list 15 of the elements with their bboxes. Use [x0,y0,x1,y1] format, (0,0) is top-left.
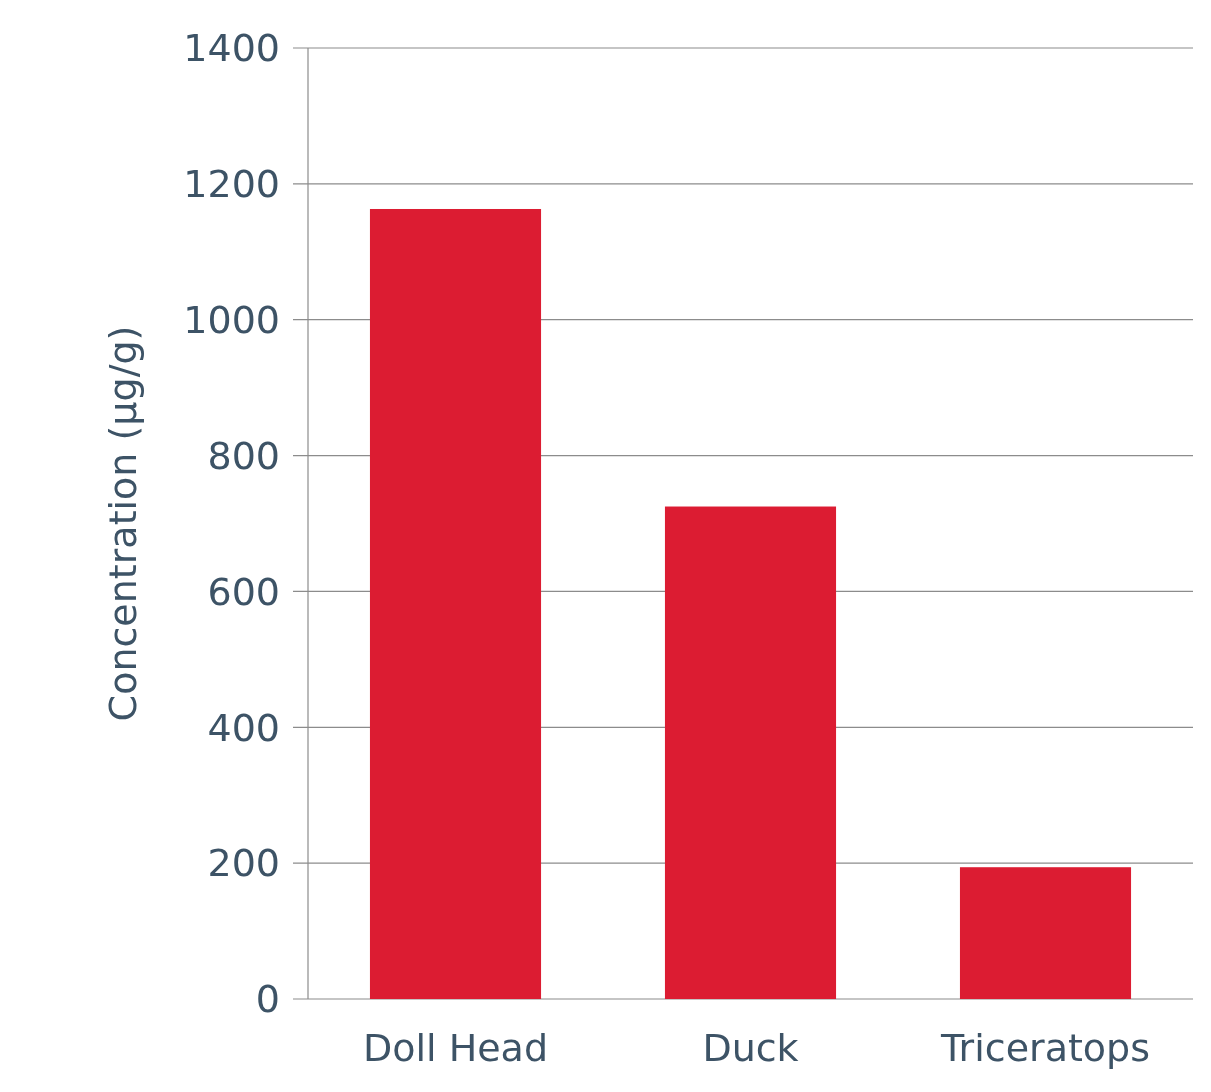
y-axis-title: Concentration (µg/g) [101,325,145,722]
y-tick-label: 1200 [183,162,280,207]
y-tick-label: 1000 [183,298,280,343]
bar [664,506,837,999]
bar [959,867,1132,999]
x-tick-label: Doll Head [362,1026,549,1070]
x-tick-label: Triceratops [939,1026,1151,1070]
y-tick-label: 0 [255,977,280,1022]
bar [369,208,542,999]
y-tick-label: 800 [207,433,280,478]
y-tick-label: 1400 [183,26,280,71]
y-tick-label: 200 [207,841,280,886]
x-tick-label: Duck [702,1026,799,1070]
y-tick-label: 600 [207,569,280,614]
y-tick-label: 400 [207,705,280,750]
